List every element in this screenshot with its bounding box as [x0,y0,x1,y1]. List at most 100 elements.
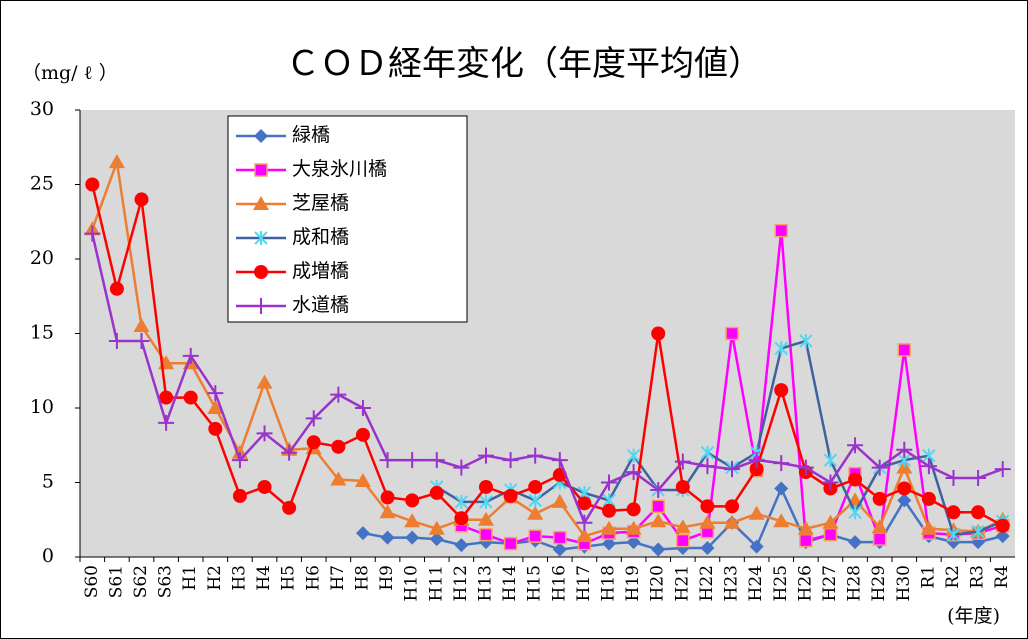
x-tick-label: H22 [697,565,717,601]
series-line [436,339,1004,537]
x-tick-label: R1 [918,565,938,589]
marker [625,464,642,481]
marker [254,265,268,279]
marker [330,386,347,403]
x-tick-label: H1 [180,565,200,591]
marker [479,527,493,542]
x-tick-label: H25 [771,565,791,601]
marker [404,452,421,469]
marker [576,528,593,543]
x-axis-label: (年度) [947,605,1000,627]
legend-box [227,115,468,323]
marker [477,511,494,526]
marker [253,298,269,314]
marker [626,502,641,517]
marker [551,452,568,469]
x-tick-label: H18 [599,565,619,601]
marker [946,505,961,520]
marker [896,441,913,458]
marker [454,494,469,509]
x-tick-label: H15 [525,565,545,601]
marker [477,447,494,464]
marker [700,445,715,460]
marker [577,496,592,511]
marker [85,177,100,192]
marker [626,448,641,463]
marker [503,488,518,503]
marker [674,519,691,534]
marker [774,341,788,356]
series-line [91,233,1004,526]
marker [674,453,691,470]
marker [847,437,864,454]
marker [428,520,445,535]
marker [602,536,617,551]
x-tick-label: R3 [968,565,988,589]
marker [748,505,765,520]
x-tick-label: H19 [623,565,643,601]
legend-label: 緑橋 [292,124,330,146]
marker [428,452,445,469]
marker [872,532,887,546]
marker [724,514,741,529]
marker [355,427,370,442]
marker [921,491,936,506]
x-tick-label: H8 [352,565,372,591]
marker [254,129,268,143]
x-tick-label: H2 [205,565,225,591]
marker [799,533,813,548]
marker [797,520,814,535]
legend-label: 成和橋 [292,226,349,248]
marker [848,535,863,550]
x-tick-label: H3 [229,565,249,591]
y-axis-label: （mg/ ℓ ） [22,62,118,84]
marker [281,444,298,461]
x-tick-label: H4 [254,565,274,591]
marker [773,513,790,528]
marker [994,461,1011,478]
x-tick-label: H16 [549,565,569,601]
marker [970,470,987,487]
marker [553,530,567,545]
marker [354,473,371,488]
legend-label: 成増橋 [292,260,349,282]
x-tick-label: S60 [82,565,102,598]
x-tick-label: S63 [156,565,176,598]
marker [675,479,690,494]
marker [159,390,174,405]
marker [822,474,839,491]
marker [872,491,887,506]
marker [379,452,396,469]
marker [601,474,618,491]
marker [897,493,912,508]
marker [946,527,961,542]
marker [602,503,617,518]
marker [724,461,741,478]
x-tick-label: S62 [131,565,151,598]
marker [774,223,788,238]
x-tick-label: H21 [672,565,692,601]
marker [897,343,912,357]
x-tick-label: H23 [722,565,742,601]
marker [109,281,124,296]
marker [429,532,444,547]
marker [897,481,912,496]
marker [945,470,962,487]
marker [405,493,420,508]
marker [256,374,273,389]
marker [331,439,346,454]
marker [380,490,395,505]
marker [650,481,667,498]
marker [429,485,444,500]
x-tick-label: H12 [451,565,471,601]
marker [651,499,665,514]
y-tick-label: 30 [30,98,54,120]
marker [282,500,297,515]
marker [478,479,493,494]
marker [601,520,618,535]
y-tick-label: 0 [42,545,54,567]
chart-title: ＣＯＤ経年変化（年度平均値） [286,44,762,84]
marker [576,514,593,531]
marker [995,529,1010,544]
marker [651,542,666,557]
